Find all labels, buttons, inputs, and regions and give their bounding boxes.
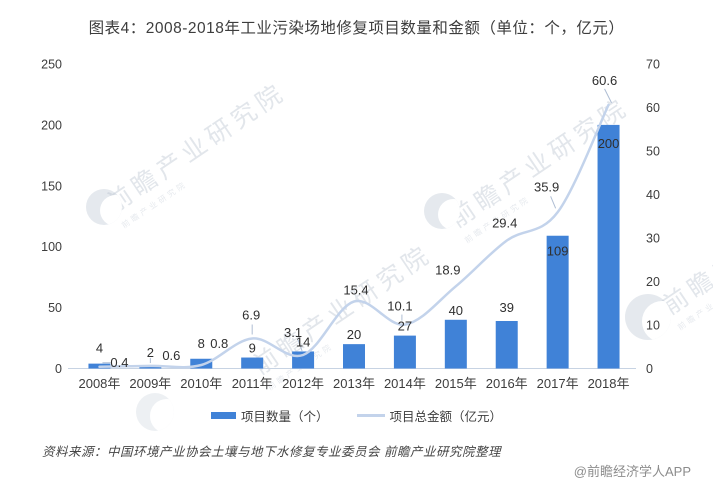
- line-label-2017年: 35.9: [534, 179, 559, 194]
- left-axis-tick-0: 0: [55, 362, 62, 376]
- bar-2009年: [139, 366, 162, 369]
- line-label-2016年: 29.4: [492, 216, 517, 231]
- line-label-2018年: 60.6: [592, 73, 617, 88]
- x-axis-label-2013年: 2013年: [333, 376, 375, 391]
- watermark-logo-icon: [625, 294, 671, 340]
- right-axis-tick-60: 60: [646, 101, 660, 115]
- x-axis-label-2014年: 2014年: [384, 376, 426, 391]
- bar-2016年: [495, 320, 518, 369]
- bar-label-2009年: 2: [147, 345, 154, 360]
- right-axis-tick-40: 40: [646, 188, 660, 202]
- bar-label-2015年: 40: [449, 303, 463, 318]
- watermark-logo-icon: [424, 193, 460, 229]
- legend-label: 项目总金额（亿元）: [389, 410, 503, 424]
- watermark-logo-icon: [136, 393, 174, 431]
- right-axis-tick-30: 30: [646, 232, 660, 246]
- legend-item-line-series: 项目总金额（亿元）: [356, 406, 503, 425]
- bar-label-2017年: 109: [547, 244, 569, 259]
- line-label-2011年: 6.9: [242, 307, 260, 322]
- left-axis-tick-100: 100: [41, 240, 62, 254]
- line-label-2008年: 0.4: [110, 355, 128, 370]
- bar-2015年: [444, 319, 467, 369]
- bar-label-2018年: 200: [598, 136, 620, 151]
- bar-label-2014年: 27: [398, 319, 412, 334]
- source-note: 资料来源：中国环境产业协会土壤与地下水修复专业委员会 前瞻产业研究院整理: [42, 445, 501, 459]
- bar-label-2013年: 20: [347, 327, 361, 342]
- x-axis-label-2011年: 2011年: [232, 376, 273, 391]
- line-label-2010年: 0.8: [210, 336, 228, 351]
- bar-2011年: [241, 357, 264, 369]
- leader-line: [297, 339, 303, 352]
- bar-label-2010年: 8: [198, 336, 205, 351]
- x-axis-label-2009年: 2009年: [129, 376, 171, 391]
- legend-item-bar-series: 项目数量（个）: [210, 406, 329, 425]
- legend-bar-swatch-icon: [210, 412, 236, 419]
- bar-label-2008年: 4: [96, 341, 103, 356]
- line-series-path: [98, 103, 610, 369]
- bar-2013年: [343, 344, 365, 369]
- credit-note: @前瞻经济学人APP: [573, 464, 691, 479]
- x-axis-label-2010年: 2010年: [180, 376, 222, 391]
- legend-line-swatch-icon: [356, 414, 385, 417]
- line-label-2015年: 18.9: [435, 262, 460, 277]
- bar-label-2012年: 14: [296, 334, 310, 349]
- line-label-2009年: 0.6: [162, 348, 180, 363]
- line-label-2014年: 10.1: [387, 299, 412, 314]
- x-axis-label-2016年: 2016年: [486, 376, 528, 391]
- chart-legend: 项目数量（个） 项目总金额（亿元）: [0, 406, 713, 425]
- right-axis-tick-20: 20: [646, 275, 660, 289]
- bar-2017年: [546, 235, 569, 369]
- left-axis-tick-250: 250: [41, 58, 62, 72]
- bar-2014年: [393, 335, 416, 369]
- line-label-2012年: 3.1: [284, 325, 302, 340]
- chart-title: 图表4：2008-2018年工业污染场地修复项目数量和金额（单位：个，亿元）: [88, 20, 625, 37]
- right-axis-tick-10: 10: [646, 319, 660, 333]
- line-label-2013年: 15.4: [343, 283, 368, 298]
- x-axis-label-2015年: 2015年: [435, 376, 477, 391]
- x-axis-label-2017年: 2017年: [537, 376, 579, 391]
- left-axis-tick-50: 50: [48, 301, 62, 315]
- x-axis-label-2012年: 2012年: [282, 376, 324, 391]
- legend-label: 项目数量（个）: [240, 410, 329, 424]
- left-axis-tick-150: 150: [41, 179, 62, 193]
- x-axis-label-2008年: 2008年: [78, 376, 120, 391]
- leader-line: [550, 196, 557, 209]
- bar-label-2016年: 39: [499, 300, 513, 315]
- bar-2010年: [190, 358, 213, 369]
- left-axis-tick-200: 200: [41, 118, 62, 132]
- bar-2018年: [597, 124, 620, 369]
- right-axis-tick-70: 70: [646, 58, 660, 72]
- bar-label-2011年: 9: [249, 341, 256, 356]
- x-axis-label-2018年: 2018年: [588, 376, 630, 391]
- leader-line: [604, 88, 612, 104]
- right-axis-tick-50: 50: [646, 145, 660, 159]
- right-axis-tick-0: 0: [646, 362, 653, 376]
- watermark-logo-icon: [86, 189, 122, 225]
